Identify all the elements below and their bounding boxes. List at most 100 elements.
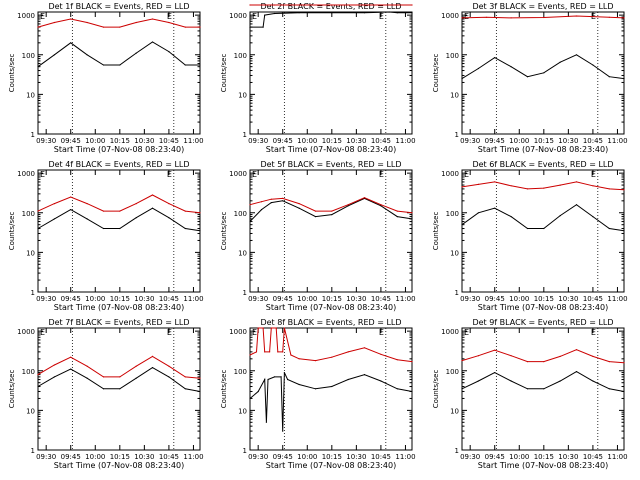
x-axis-title: Start Time (07-Nov-08 08:23:40): [54, 461, 184, 470]
panel-title: Det 6f BLACK = Events, RED = LLD: [472, 160, 613, 169]
series-line-lld: [37, 194, 201, 214]
plot-frame: [461, 11, 625, 135]
y-tick-label: 1000: [17, 170, 35, 178]
x-tick-label: 10:45: [159, 137, 179, 145]
series-point-events: [494, 57, 496, 59]
series-point-events: [575, 371, 578, 373]
panel-title: Det 9f BLACK = Events, RED = LLD: [472, 318, 613, 327]
series-point-lld: [575, 181, 578, 183]
x-tick-label: 09:30: [248, 137, 268, 145]
y-tick-label: 10: [450, 249, 459, 257]
series-point-lld: [168, 365, 170, 367]
series-point-events: [347, 378, 349, 381]
series-point-events: [273, 376, 276, 378]
series-point-events: [119, 388, 121, 390]
x-axis-title: Start Time (07-Nov-08 08:23:40): [478, 303, 608, 312]
series-point-events: [559, 61, 561, 63]
y-axis-title: Counts/sec: [220, 54, 228, 93]
series-point-lld: [184, 376, 186, 378]
x-tick-label: 10:30: [346, 453, 366, 461]
corner-mark: E: [252, 12, 257, 21]
series-point-lld: [151, 355, 154, 357]
series-point-events: [331, 385, 333, 388]
x-tick-label: 10:45: [371, 453, 391, 461]
x-tick-label: 09:30: [460, 295, 480, 303]
series-point-lld: [269, 351, 271, 353]
y-tick-label: 10: [238, 91, 247, 99]
series-point-events: [199, 390, 201, 393]
series-point-lld: [70, 18, 72, 20]
series-point-lld: [260, 201, 263, 203]
y-tick-label: 1000: [17, 328, 35, 336]
series-point-events: [347, 205, 349, 207]
y-tick-label: 100: [234, 52, 247, 60]
y-tick-label: 10: [26, 407, 35, 415]
series-point-events: [119, 64, 121, 66]
series-point-events: [380, 205, 382, 207]
series-point-events: [608, 227, 610, 230]
x-axis-title: Start Time (07-Nov-08 08:23:40): [478, 461, 608, 470]
y-tick-label: 10: [26, 91, 35, 99]
x-tick-label: 10:45: [583, 137, 603, 145]
series-point-lld: [575, 349, 578, 351]
x-tick-label: 09:30: [460, 453, 480, 461]
series-point-events: [477, 212, 479, 214]
series-point-lld: [363, 4, 366, 6]
series-point-lld: [526, 188, 529, 190]
series-point-lld: [559, 184, 561, 186]
series-point-lld: [623, 17, 625, 19]
panel-title: Det 3f BLACK = Events, RED = LLD: [472, 2, 613, 11]
series-point-events: [543, 72, 545, 74]
series-point-lld: [477, 183, 479, 185]
series-point-events: [510, 380, 512, 382]
series-point-lld: [298, 358, 300, 360]
corner-mark: E: [40, 12, 45, 21]
y-axis-title: Counts/sec: [8, 370, 16, 409]
plot-frame: [249, 327, 413, 451]
series-point-lld: [37, 26, 39, 28]
series-point-lld: [283, 327, 285, 329]
series-point-events: [282, 200, 284, 202]
series-point-lld: [543, 16, 545, 19]
corner-mark: E: [464, 170, 469, 179]
series-point-events: [262, 26, 264, 28]
series-point-lld: [53, 364, 56, 366]
y-axis-title: Counts/sec: [220, 212, 228, 251]
series-point-lld: [380, 353, 382, 355]
y-tick-label: 100: [234, 210, 247, 218]
x-tick-label: 09:30: [36, 295, 56, 303]
y-tick-label: 10: [450, 91, 459, 99]
series-point-events: [411, 390, 413, 393]
series-point-lld: [275, 327, 277, 329]
series-point-events: [102, 388, 105, 390]
series-point-lld: [494, 349, 496, 351]
series-point-events: [287, 378, 289, 381]
series-point-events: [477, 380, 479, 382]
x-axis-title: Start Time (07-Nov-08 08:23:40): [54, 145, 184, 154]
plot-frame: [249, 11, 413, 135]
plot-frame: [37, 11, 201, 135]
series-point-lld: [331, 4, 333, 6]
detector-panel-6: Det 6f BLACK = Events, RED = LLDEE110100…: [432, 160, 628, 312]
series-point-events: [265, 421, 267, 423]
x-tick-label: 10:30: [346, 295, 366, 303]
series-point-lld: [70, 356, 72, 358]
series-line-events: [249, 197, 413, 222]
x-tick-label: 10:00: [509, 295, 529, 303]
series-point-events: [592, 216, 594, 218]
series-point-events: [494, 372, 496, 374]
x-tick-label: 11:00: [607, 295, 627, 303]
y-axis-title: Counts/sec: [432, 370, 440, 409]
series-point-events: [184, 64, 186, 66]
series-point-lld: [86, 203, 88, 205]
series-point-lld: [262, 327, 264, 329]
series-point-events: [151, 41, 154, 43]
series-point-events: [70, 209, 72, 211]
x-tick-label: 09:30: [460, 137, 480, 145]
series-point-events: [264, 378, 266, 381]
series-point-events: [53, 54, 56, 56]
series-point-lld: [70, 196, 72, 198]
x-axis-title: Start Time (07-Nov-08 08:23:40): [266, 145, 396, 154]
series-point-events: [260, 209, 263, 211]
series-point-events: [608, 76, 610, 78]
